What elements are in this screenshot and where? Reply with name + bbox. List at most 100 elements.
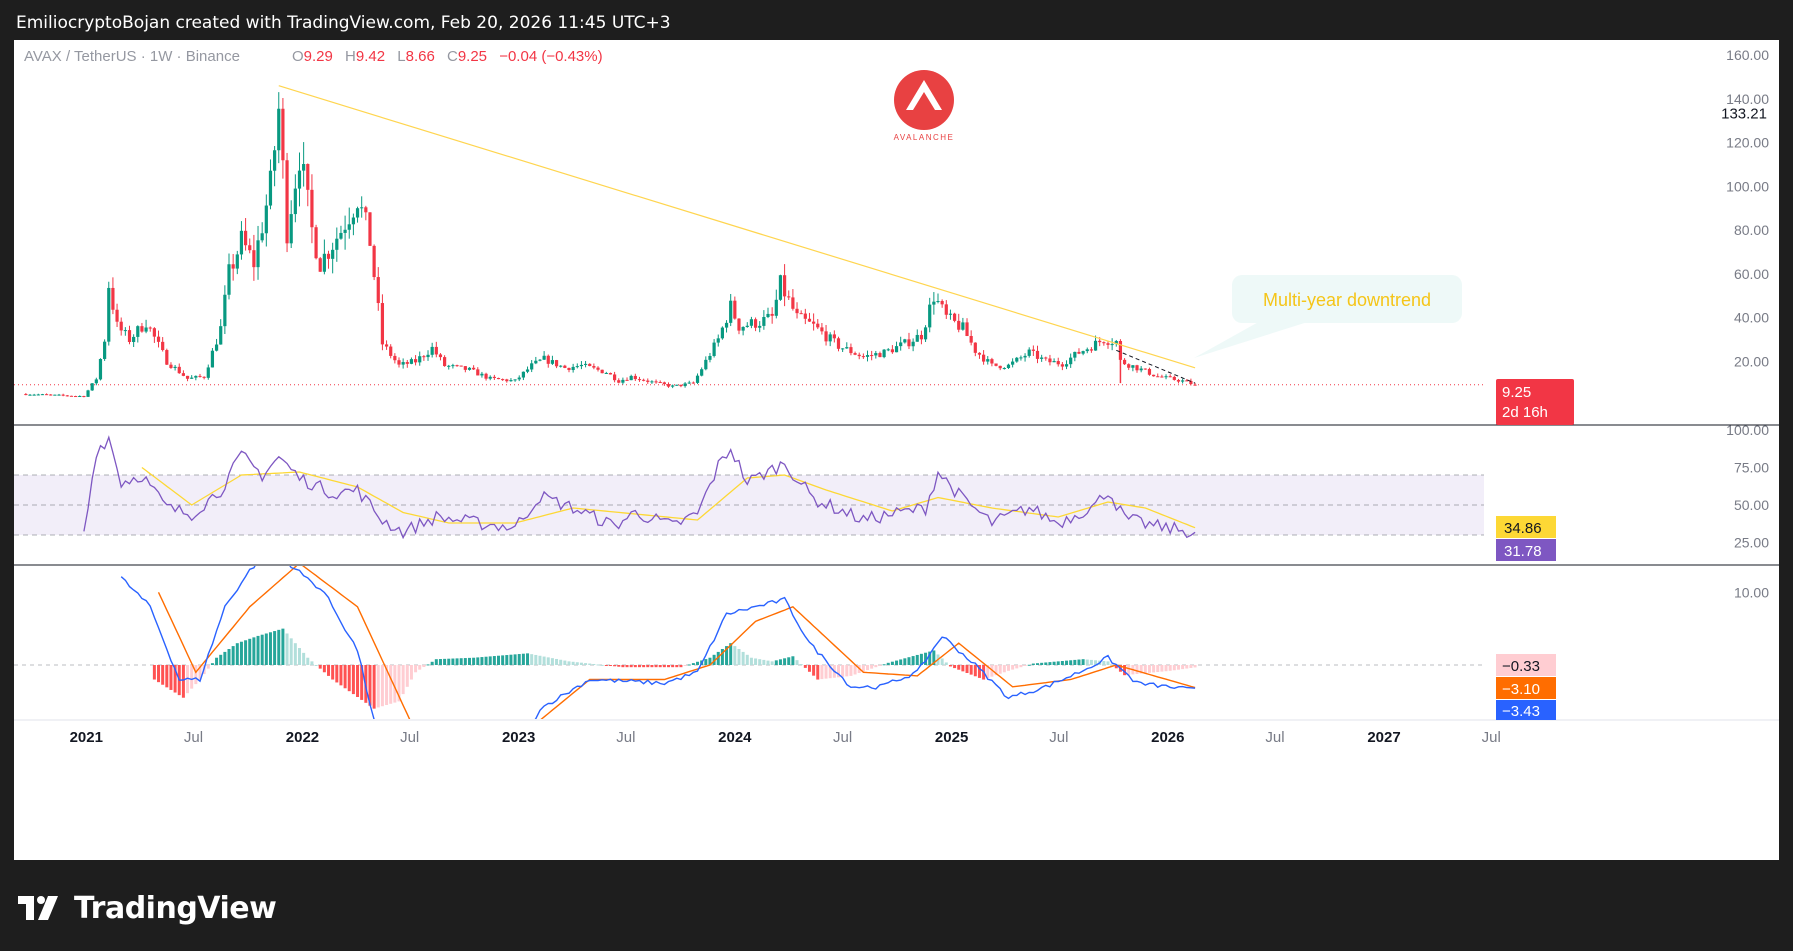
candle-body[interactable] — [103, 341, 107, 359]
candle-body[interactable] — [1114, 340, 1118, 345]
candle-body[interactable] — [592, 366, 596, 368]
macd-signal-line[interactable] — [157, 563, 1196, 810]
candle-body[interactable] — [608, 372, 613, 375]
candle-body[interactable] — [1089, 349, 1094, 351]
candle-body[interactable] — [297, 170, 302, 189]
candle-body[interactable] — [422, 356, 426, 358]
candle-body[interactable] — [571, 366, 575, 371]
candle-body[interactable] — [28, 394, 32, 396]
candle-body[interactable] — [480, 373, 484, 376]
candle-body[interactable] — [915, 334, 919, 342]
candle-body[interactable] — [90, 383, 94, 391]
candle-body[interactable] — [1102, 342, 1106, 344]
candle-body[interactable] — [629, 375, 633, 381]
candle-body[interactable] — [36, 394, 40, 396]
candle-body[interactable] — [1168, 376, 1172, 378]
candle-body[interactable] — [691, 382, 695, 384]
candle-body[interactable] — [650, 381, 654, 383]
price-axis[interactable]: 160.00 140.00 120.00 100.00 80.00 60.00 40.00 2… — [70, 47, 1770, 746]
candle-body[interactable] — [314, 227, 318, 259]
candle-body[interactable] — [1052, 361, 1056, 363]
candle-body[interactable] — [248, 245, 252, 251]
candle-body[interactable] — [778, 275, 783, 300]
candle-body[interactable] — [119, 321, 123, 331]
candle-body[interactable] — [1015, 357, 1019, 362]
candle-body[interactable] — [546, 355, 550, 364]
candle-body[interactable] — [758, 325, 762, 328]
candle-body[interactable] — [40, 394, 45, 396]
candle-body[interactable] — [845, 347, 849, 349]
candle-body[interactable] — [613, 374, 617, 381]
candle-body[interactable] — [534, 360, 538, 364]
candle-body[interactable] — [273, 150, 277, 171]
candle-body[interactable] — [853, 353, 857, 355]
candle-body[interactable] — [1164, 376, 1168, 378]
candle-body[interactable] — [579, 364, 584, 367]
candle-body[interactable] — [123, 330, 127, 332]
candle-body[interactable] — [737, 318, 741, 331]
candle-body[interactable] — [194, 375, 198, 378]
candle-body[interactable] — [894, 346, 899, 353]
candle-body[interactable] — [1106, 343, 1110, 345]
candle-body[interactable] — [944, 304, 948, 315]
candle-body[interactable] — [1181, 380, 1185, 382]
candle-body[interactable] — [621, 379, 625, 383]
candle-body[interactable] — [749, 319, 754, 326]
candle-body[interactable] — [235, 254, 239, 269]
candle-body[interactable] — [770, 313, 774, 316]
candle-body[interactable] — [1027, 349, 1031, 356]
candle-body[interactable] — [1073, 351, 1077, 358]
rsi-ma-line[interactable] — [141, 466, 1196, 529]
candle-body[interactable] — [260, 233, 264, 241]
candle-body[interactable] — [716, 338, 720, 343]
candle-body[interactable] — [335, 238, 339, 250]
candle-body[interactable] — [318, 258, 322, 272]
candle-body[interactable] — [724, 322, 729, 328]
candle-body[interactable] — [1160, 376, 1164, 378]
candle-body[interactable] — [326, 253, 331, 259]
candle-body[interactable] — [617, 380, 621, 383]
candle-body[interactable] — [136, 326, 140, 337]
candle-body[interactable] — [156, 336, 161, 342]
candle-body[interactable] — [583, 363, 588, 365]
candle-body[interactable] — [521, 371, 525, 378]
candle-body[interactable] — [936, 301, 940, 303]
candle-body[interactable] — [812, 321, 816, 324]
candle-body[interactable] — [745, 325, 749, 327]
candle-body[interactable] — [658, 382, 662, 384]
candle-body[interactable] — [438, 354, 443, 358]
candle-body[interactable] — [293, 188, 297, 215]
candle-body[interactable] — [787, 296, 791, 298]
candle-body[interactable] — [857, 354, 861, 357]
candle-body[interactable] — [928, 304, 932, 328]
candle-body[interactable] — [227, 264, 231, 295]
candle-body[interactable] — [1077, 351, 1081, 354]
candle-body[interactable] — [588, 363, 592, 367]
candle-body[interactable] — [94, 379, 98, 384]
candle-body[interactable] — [799, 313, 803, 315]
candle-body[interactable] — [824, 331, 828, 342]
candle-body[interactable] — [198, 375, 202, 377]
candle-body[interactable] — [563, 365, 567, 368]
candle-body[interactable] — [1019, 357, 1023, 359]
candle-body[interactable] — [302, 164, 306, 171]
candle-body[interactable] — [1064, 364, 1069, 367]
candle-body[interactable] — [1035, 350, 1040, 359]
candle-body[interactable] — [219, 326, 223, 345]
candle-body[interactable] — [331, 249, 335, 259]
candle-body[interactable] — [762, 317, 766, 326]
candle-body[interactable] — [239, 230, 244, 255]
candle-body[interactable] — [509, 380, 513, 382]
candle-body[interactable] — [567, 367, 571, 371]
macd-plot[interactable] — [14, 549, 1484, 860]
candle-body[interactable] — [683, 383, 687, 387]
candle-body[interactable] — [472, 367, 476, 370]
chart-svg[interactable]: 160.00 140.00 120.00 100.00 80.00 60.00 40.00 2… — [14, 40, 1779, 860]
candle-body[interactable] — [637, 379, 642, 381]
candle-body[interactable] — [173, 366, 177, 368]
candle-body[interactable] — [310, 189, 314, 228]
candle-body[interactable] — [1135, 365, 1139, 371]
candle-body[interactable] — [289, 214, 293, 244]
candle-body[interactable] — [1139, 368, 1143, 371]
candle-body[interactable] — [525, 369, 530, 372]
